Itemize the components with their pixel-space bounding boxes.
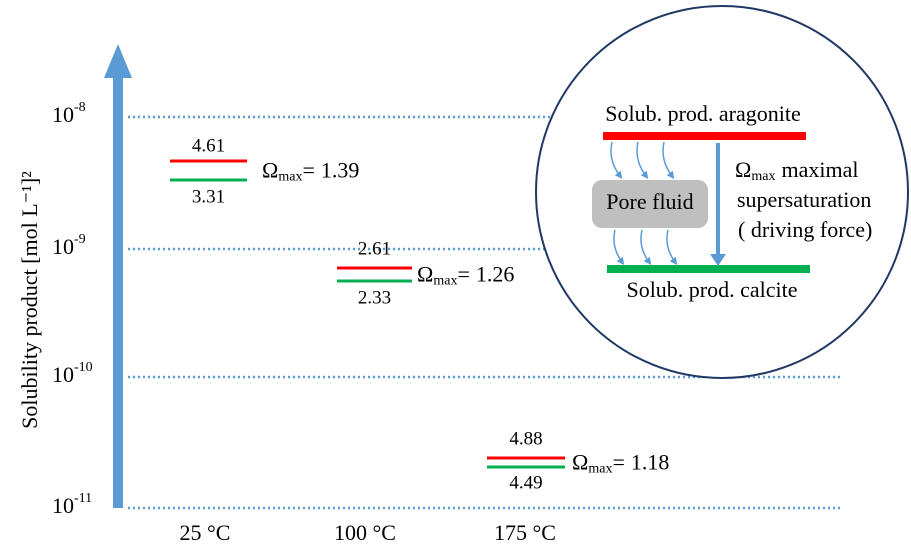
inset-circle	[535, 5, 909, 379]
omega-label: Ωmax= 1.26	[417, 262, 514, 289]
omega-label: Ωmax= 1.18	[572, 450, 669, 477]
aragonite-label: 4.88	[509, 428, 542, 449]
calcite-label: 3.31	[192, 186, 225, 207]
driving-arrow-head	[710, 254, 726, 266]
calcite-bar	[607, 265, 810, 273]
omega-label: Ωmax= 1.39	[262, 158, 359, 185]
inset-text: supersaturation	[737, 187, 871, 212]
inset-top: Solub. prod. aragonite	[605, 101, 801, 126]
pore-fluid: Pore fluid	[606, 189, 693, 214]
aragonite-bar	[603, 132, 806, 140]
inset-bottom: Solub. prod. calcite	[626, 277, 797, 302]
temperature: 25 °C	[180, 520, 231, 545]
aragonite-label: 2.61	[358, 238, 391, 259]
tick-label: 10-9	[52, 232, 86, 259]
tick-label: 10-10	[52, 360, 93, 387]
aragonite-label: 4.61	[192, 135, 225, 156]
tick-label: 10-11	[52, 491, 92, 518]
levels: 4.61 3.31 Ωmax= 1.39 2.61 2.33 Ωmax= 1.26 4.88 4.…	[170, 135, 669, 493]
pore-fluid-box	[592, 180, 708, 228]
temperature: 175 °C	[494, 520, 556, 545]
inset-omega: Ωmax maximal	[735, 157, 858, 184]
temperature: 100 °C	[334, 520, 396, 545]
tick-label: 10-8	[52, 100, 86, 127]
grid	[128, 115, 840, 510]
calcite-label: 2.33	[358, 287, 391, 308]
axis-label: Solubility product [mol L⁻¹]²	[17, 171, 42, 429]
calcite-label: 4.49	[509, 472, 542, 493]
inset-text: ( driving force)	[738, 217, 872, 242]
axis-arrow	[104, 44, 132, 508]
ticks: 10-8 10-9 10-10 10-11	[52, 100, 93, 518]
small-arrows	[610, 141, 678, 266]
